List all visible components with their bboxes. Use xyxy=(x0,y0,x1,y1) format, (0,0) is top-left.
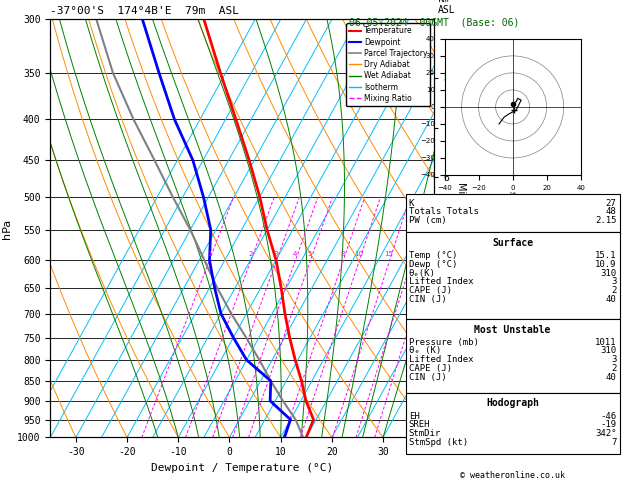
Text: -19: -19 xyxy=(600,420,616,429)
Text: 2: 2 xyxy=(611,364,616,373)
Text: CIN (J): CIN (J) xyxy=(409,295,447,304)
Text: 40: 40 xyxy=(606,373,616,382)
Text: Surface: Surface xyxy=(492,238,533,248)
X-axis label: kt: kt xyxy=(509,192,516,198)
Text: 310: 310 xyxy=(600,269,616,278)
Text: 27: 27 xyxy=(606,199,616,208)
Text: 3: 3 xyxy=(611,278,616,286)
Text: 1011: 1011 xyxy=(595,338,616,347)
Text: K: K xyxy=(409,199,415,208)
Text: θₑ (K): θₑ (K) xyxy=(409,347,441,355)
Text: 48: 48 xyxy=(606,208,616,216)
Text: 2.15: 2.15 xyxy=(595,216,616,225)
Text: StmDir: StmDir xyxy=(409,429,441,438)
Text: CIN (J): CIN (J) xyxy=(409,373,447,382)
Text: SREH: SREH xyxy=(409,420,430,429)
Text: -46: -46 xyxy=(600,412,616,420)
Text: StmSpd (kt): StmSpd (kt) xyxy=(409,438,468,447)
Legend: Temperature, Dewpoint, Parcel Trajectory, Dry Adiabat, Wet Adiabat, Isotherm, Mi: Temperature, Dewpoint, Parcel Trajectory… xyxy=(347,23,430,106)
Text: Lifted Index: Lifted Index xyxy=(409,355,474,364)
Text: 20: 20 xyxy=(406,251,415,257)
Text: PW (cm): PW (cm) xyxy=(409,216,447,225)
Text: Temp (°C): Temp (°C) xyxy=(409,251,457,260)
Text: Pressure (mb): Pressure (mb) xyxy=(409,338,479,347)
Text: 10: 10 xyxy=(354,251,363,257)
Text: 5: 5 xyxy=(308,251,312,257)
Text: 2: 2 xyxy=(248,251,253,257)
Text: Lifted Index: Lifted Index xyxy=(409,278,474,286)
Text: 10.9: 10.9 xyxy=(595,260,616,269)
Text: CAPE (J): CAPE (J) xyxy=(409,364,452,373)
Text: θₑ(K): θₑ(K) xyxy=(409,269,436,278)
Text: Dewp (°C): Dewp (°C) xyxy=(409,260,457,269)
Text: 15.1: 15.1 xyxy=(595,251,616,260)
Text: 4: 4 xyxy=(292,251,297,257)
Text: -37°00'S  174°4B'E  79m  ASL: -37°00'S 174°4B'E 79m ASL xyxy=(50,6,239,16)
Text: EH: EH xyxy=(409,412,420,420)
Text: © weatheronline.co.uk: © weatheronline.co.uk xyxy=(460,471,565,480)
Text: Totals Totals: Totals Totals xyxy=(409,208,479,216)
Text: 1: 1 xyxy=(207,251,211,257)
Text: 3: 3 xyxy=(611,355,616,364)
Text: CAPE (J): CAPE (J) xyxy=(409,286,452,295)
Text: Hodograph: Hodograph xyxy=(486,399,539,408)
Text: km
ASL: km ASL xyxy=(438,0,455,15)
Text: 40: 40 xyxy=(606,295,616,304)
Text: 7: 7 xyxy=(611,438,616,447)
Text: 3: 3 xyxy=(274,251,278,257)
X-axis label: Dewpoint / Temperature (°C): Dewpoint / Temperature (°C) xyxy=(151,463,333,473)
Y-axis label: hPa: hPa xyxy=(1,218,11,239)
Text: 06.05.2024  00GMT  (Base: 06): 06.05.2024 00GMT (Base: 06) xyxy=(349,17,519,27)
Text: 310: 310 xyxy=(600,347,616,355)
Y-axis label: Mixing Ratio (g/kg): Mixing Ratio (g/kg) xyxy=(456,182,466,275)
Text: 8: 8 xyxy=(340,251,345,257)
Text: 15: 15 xyxy=(384,251,392,257)
Text: Most Unstable: Most Unstable xyxy=(474,325,551,334)
Text: 342°: 342° xyxy=(595,429,616,438)
Text: 25: 25 xyxy=(423,251,432,257)
Text: 2: 2 xyxy=(611,286,616,295)
